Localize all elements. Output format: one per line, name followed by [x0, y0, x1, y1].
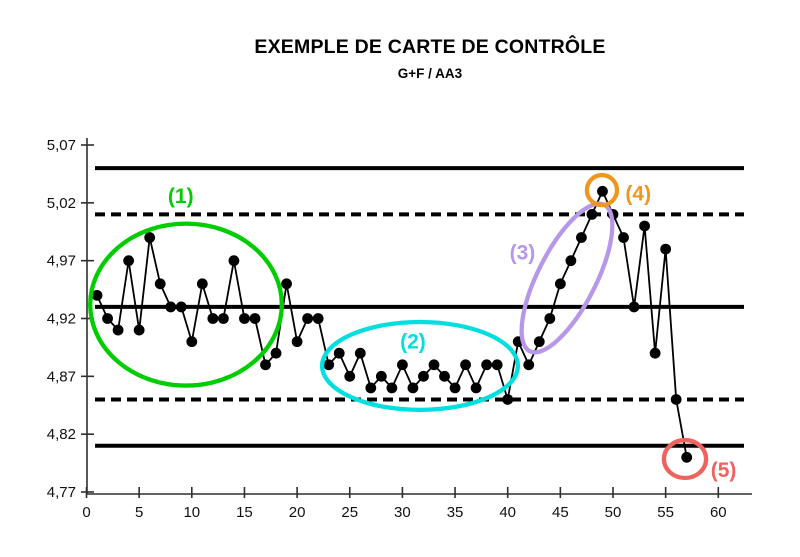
- data-point: [207, 313, 219, 324]
- axes: 5,07 5,02 4,97 4,92 4,87 4,82 4,77 0 5 10 15 20 25 30…: [47, 137, 752, 521]
- annotation-zone-1-label: (1): [168, 185, 194, 208]
- annotation-zone-5-label: (5): [711, 459, 737, 482]
- data-point: [481, 359, 493, 371]
- data-point: [354, 347, 366, 359]
- data-point: [249, 313, 261, 324]
- y-tick-label: 5,02: [47, 195, 76, 212]
- annotation-zone-4-label: (4): [625, 183, 651, 206]
- y-tick-label: 4,87: [47, 368, 76, 385]
- x-tick-label: 55: [657, 504, 674, 521]
- chart-subtitle: G+F / AA3: [397, 66, 463, 81]
- data-point: [344, 370, 356, 382]
- data-point: [323, 359, 335, 371]
- x-tick-label: 5: [135, 504, 143, 521]
- y-tick-label: 4,77: [47, 484, 76, 501]
- title-block: EXEMPLE DE CARTE DE CONTRÔLE G+F / AA3: [60, 36, 800, 81]
- data-point: [123, 255, 135, 267]
- data-point: [291, 336, 303, 348]
- data-point: [418, 370, 429, 382]
- data-point: [217, 313, 229, 324]
- data-point: [502, 394, 514, 405]
- data-point: [523, 359, 535, 371]
- data-point: [586, 209, 598, 220]
- data-point: [270, 347, 282, 359]
- data-point: [112, 324, 124, 336]
- data-point: [239, 313, 250, 324]
- y-tick-label: 5,07: [47, 137, 76, 154]
- data-point: [281, 278, 292, 290]
- data-point: [565, 255, 577, 267]
- annotation-zone-2-ellipse: [319, 319, 521, 413]
- x-tick-label: 30: [394, 504, 411, 521]
- data-point: [628, 301, 640, 313]
- data-point: [375, 370, 387, 382]
- data-point: [133, 324, 145, 336]
- data-point: [386, 382, 398, 394]
- chart-title: EXEMPLE DE CARTE DE CONTRÔLE: [254, 36, 606, 58]
- data-point: [154, 278, 166, 290]
- data-point: [681, 451, 693, 463]
- x-tick-label: 20: [289, 504, 306, 521]
- data-point: [649, 347, 661, 359]
- data-point: [576, 232, 587, 243]
- x-tick-label: 50: [605, 504, 622, 521]
- data-point: [228, 255, 240, 267]
- data-point: [660, 243, 672, 255]
- x-tick-label: 25: [341, 504, 358, 521]
- annotation-zone-1-ellipse: [88, 221, 284, 388]
- data-series: [91, 185, 693, 463]
- data-point: [333, 347, 345, 359]
- data-point: [428, 359, 440, 371]
- data-point: [144, 232, 156, 243]
- data-point: [302, 313, 314, 324]
- annotation-zone-2-label: (2): [400, 331, 426, 354]
- x-tick-label: 60: [710, 504, 727, 521]
- annotation-zone-3-ellipse: [519, 201, 615, 355]
- data-point: [186, 336, 198, 348]
- y-tick-label: 4,82: [47, 426, 76, 443]
- data-point: [260, 359, 271, 371]
- x-tick-label: 45: [552, 504, 569, 521]
- annotation-zone-4-ellipse: [584, 172, 620, 208]
- data-point: [470, 382, 482, 394]
- x-tick-label: 0: [82, 504, 90, 521]
- data-point: [196, 278, 208, 290]
- control-limit-lines: [95, 166, 744, 448]
- data-point: [91, 289, 103, 301]
- data-point: [670, 394, 682, 405]
- x-tick-label: 35: [447, 504, 464, 521]
- data-point: [618, 232, 629, 243]
- data-point: [365, 382, 377, 394]
- data-point: [639, 220, 650, 232]
- data-point: [597, 185, 608, 197]
- data-point: [165, 301, 177, 313]
- y-tick-label: 4,97: [47, 253, 76, 270]
- data-point: [312, 313, 324, 324]
- data-point: [460, 359, 471, 371]
- data-point: [449, 382, 461, 394]
- data-point: [439, 370, 450, 382]
- annotation-zone-5-ellipse: [661, 437, 709, 481]
- data-point: [407, 382, 419, 394]
- annotation-zone-3-label: (3): [510, 242, 536, 265]
- data-point: [544, 313, 556, 324]
- data-point: [102, 313, 113, 324]
- x-tick-label: 10: [183, 504, 200, 521]
- y-tick-label: 4,92: [47, 311, 76, 328]
- data-point: [533, 336, 545, 348]
- data-point: [175, 301, 187, 313]
- x-tick-label: 15: [236, 504, 253, 521]
- annotations: (1) (2) (3) (4) (5): [88, 172, 737, 482]
- data-point: [397, 359, 408, 371]
- x-tick-label: 40: [499, 504, 516, 521]
- data-point: [491, 359, 503, 371]
- data-point: [554, 278, 566, 290]
